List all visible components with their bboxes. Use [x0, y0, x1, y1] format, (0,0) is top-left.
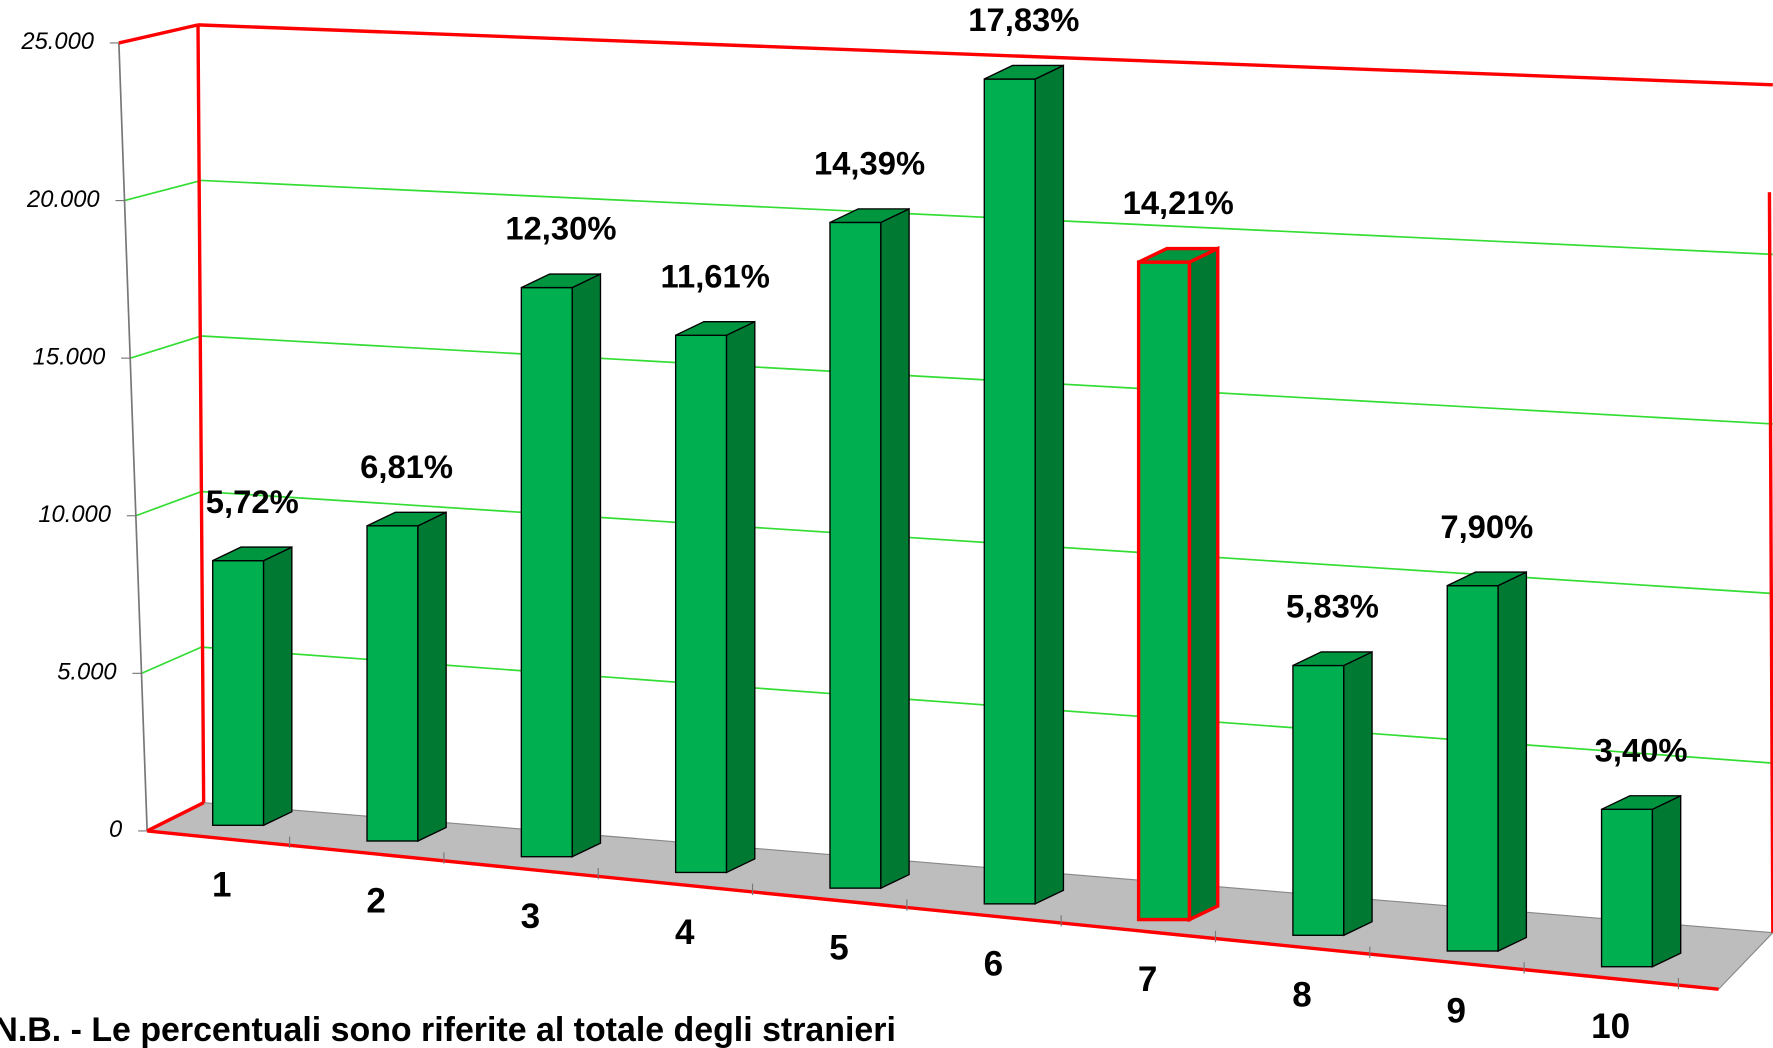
x-tick-label: 10 — [1591, 1007, 1630, 1046]
bar-side — [1187, 245, 1220, 923]
bar-side — [262, 546, 293, 827]
grid-line — [141, 646, 202, 675]
bar-top — [675, 321, 756, 336]
y-axis — [118, 42, 148, 831]
frame-line — [196, 24, 206, 803]
x-tick-label: 2 — [366, 881, 385, 920]
value-label: 12,30% — [505, 210, 616, 247]
bar-front — [212, 559, 265, 826]
bar-top — [521, 273, 601, 289]
value-label: 14,21% — [1123, 184, 1234, 221]
bar-top — [983, 64, 1064, 80]
bar-front — [829, 221, 882, 889]
frame-line — [146, 829, 1719, 991]
bar-side — [880, 207, 910, 890]
value-label: 6,81% — [360, 448, 453, 485]
value-label: 5,72% — [206, 483, 299, 520]
bar-side — [1651, 794, 1682, 968]
frame-line — [118, 23, 199, 45]
value-label: 7,90% — [1440, 508, 1533, 545]
bar-side — [1343, 650, 1373, 937]
y-tick-label: 15.000 — [33, 344, 106, 370]
y-tick-label: 0 — [109, 817, 122, 843]
bar-side — [417, 511, 447, 843]
grid-line — [135, 490, 202, 517]
value-label: 5,83% — [1286, 588, 1379, 625]
bar-front — [520, 286, 573, 858]
value-label: 3,40% — [1595, 731, 1688, 768]
bar-front — [1446, 584, 1499, 952]
bar-side — [571, 272, 602, 858]
bar-front — [983, 78, 1036, 905]
value-label: 17,83% — [968, 1, 1079, 38]
x-tick-label: 5 — [829, 929, 848, 968]
bar-side — [725, 320, 756, 874]
bar-top — [366, 511, 447, 527]
bar-side — [1034, 64, 1065, 905]
x-tick-label: 1 — [212, 866, 231, 905]
x-tick-label: 4 — [675, 913, 695, 952]
frame-line — [146, 801, 205, 833]
x-tick-label: 8 — [1292, 976, 1311, 1015]
bar-front — [674, 334, 728, 874]
bar-top — [1292, 651, 1373, 667]
bar-top — [1137, 246, 1219, 264]
bar-front — [1600, 808, 1654, 968]
bar-side — [1497, 571, 1528, 953]
bar-front — [366, 525, 419, 842]
x-tick-label: 9 — [1447, 991, 1466, 1030]
footnote: N.B. - Le percentuali sono riferite al t… — [0, 1011, 896, 1048]
bar-front — [1136, 260, 1192, 922]
bar-front — [1292, 664, 1345, 936]
value-label: 11,61% — [661, 257, 770, 294]
x-tick-label: 3 — [521, 897, 540, 936]
frame-line — [1767, 192, 1773, 933]
bar-top — [212, 546, 293, 562]
grid-line — [129, 335, 202, 359]
x-tick-label: 7 — [1138, 960, 1157, 999]
bar-top — [829, 208, 910, 224]
y-tick-label: 20.000 — [26, 187, 100, 213]
frame-line — [197, 23, 1773, 87]
grid-line — [124, 179, 202, 202]
bar-top — [1446, 571, 1527, 587]
value-label: 14,39% — [814, 145, 925, 182]
y-tick-label: 5.000 — [57, 660, 116, 686]
x-tick-label: 6 — [984, 944, 1003, 983]
y-tick-label: 25.000 — [20, 29, 94, 55]
y-tick-label: 10.000 — [38, 502, 111, 528]
bar-top — [1601, 795, 1681, 810]
